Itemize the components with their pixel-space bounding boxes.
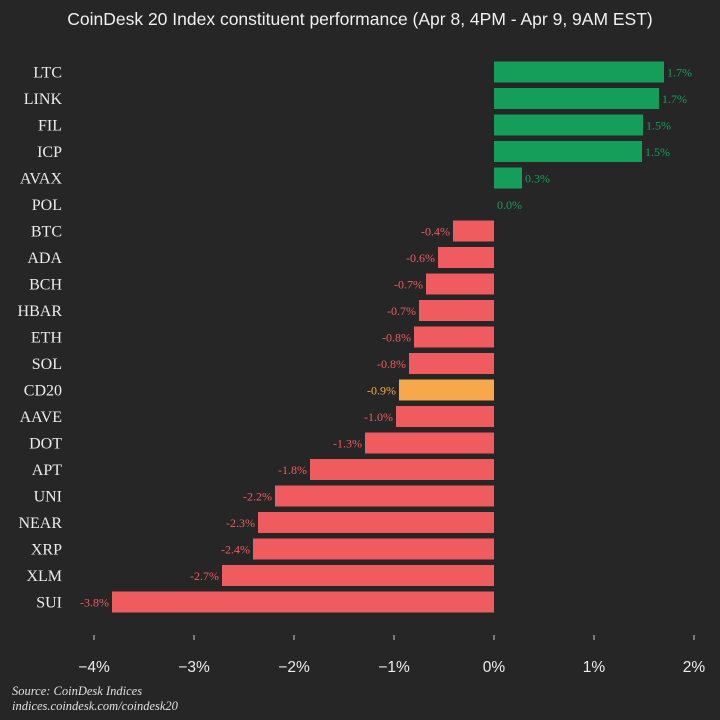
category-label: CD20 — [24, 383, 62, 400]
bar-uni — [275, 485, 494, 507]
value-label: -1.3% — [333, 437, 362, 451]
value-label: 0.3% — [525, 172, 550, 186]
bar-hbar — [419, 300, 494, 321]
x-tick-label: −3% — [178, 659, 210, 676]
value-labels: 1.7% 1.7% 1.5% 1.5% 0.3%0.0% -0.4% -0.6% -0.7% -… — [80, 66, 692, 610]
bar-fil — [494, 114, 643, 136]
x-tick-label: 2% — [683, 659, 706, 676]
bar-ada — [438, 247, 494, 268]
chart-title: CoinDesk 20 Index constituent performanc… — [67, 9, 653, 29]
bar-cd20 — [399, 379, 494, 401]
category-label: NEAR — [18, 515, 62, 532]
bar-xrp — [253, 538, 494, 560]
bar-avax — [494, 167, 522, 189]
bar-icp — [494, 141, 642, 162]
source-note: Source: CoinDesk Indices indices.coindes… — [12, 684, 178, 714]
bar-ltc — [494, 61, 664, 83]
value-label: 1.5% — [645, 145, 670, 159]
bar-dot — [365, 432, 494, 454]
category-label: HBAR — [18, 303, 63, 320]
category-label: POL — [32, 197, 62, 214]
category-label: XLM — [26, 568, 62, 585]
category-label: BTC — [31, 224, 62, 241]
source-label: Source: CoinDesk Indices — [12, 684, 143, 698]
value-label: -0.8% — [377, 357, 406, 371]
category-label: FIL — [38, 118, 62, 135]
value-label: -0.8% — [382, 331, 411, 345]
category-label: UNI — [34, 489, 62, 506]
category-label: LTC — [33, 65, 62, 82]
value-label: -2.2% — [243, 490, 272, 504]
bar-btc — [453, 220, 494, 242]
x-tick-label: −2% — [278, 659, 310, 676]
category-label: ETH — [31, 330, 63, 347]
bar-bch — [426, 273, 494, 295]
category-label: DOT — [29, 436, 62, 453]
value-label: -0.7% — [394, 278, 423, 292]
value-label: 0.0% — [497, 198, 522, 212]
bar-sol — [409, 353, 494, 374]
bar-link — [494, 88, 659, 109]
category-label: APT — [32, 462, 62, 479]
bars-layer — [112, 61, 664, 613]
category-label: ADA — [27, 250, 62, 267]
value-label: 1.7% — [667, 66, 692, 80]
bar-sui — [112, 591, 494, 613]
category-label: SUI — [36, 595, 62, 612]
bar-near — [258, 512, 494, 533]
value-label: -1.0% — [364, 410, 393, 424]
x-axis: −4% −3% −2% −1% 0% 1% 2% — [78, 635, 705, 676]
value-label: -1.8% — [278, 463, 307, 477]
value-label: -2.3% — [226, 516, 255, 530]
value-label: -0.4% — [421, 225, 450, 239]
x-tick-label: 1% — [583, 659, 606, 676]
value-label: -0.6% — [406, 251, 435, 265]
x-tick-label: 0% — [483, 659, 506, 676]
bar-apt — [310, 459, 494, 480]
source-url: indices.coindesk.com/coindesk20 — [12, 699, 178, 713]
value-label: 1.5% — [646, 119, 671, 133]
category-label: ICP — [37, 144, 62, 161]
category-label: LINK — [24, 91, 63, 108]
bar-eth — [414, 326, 494, 348]
x-tick-label: −1% — [378, 659, 410, 676]
value-label: -2.7% — [190, 569, 219, 583]
x-tick-label: −4% — [78, 659, 110, 676]
value-label: -0.7% — [387, 304, 416, 318]
value-label: -3.8% — [80, 596, 109, 610]
category-label: SOL — [32, 356, 62, 373]
category-label: XRP — [31, 542, 62, 559]
bar-xlm — [222, 565, 494, 586]
bar-aave — [396, 406, 494, 427]
value-label: 1.7% — [662, 92, 687, 106]
category-labels: LTC LINK FIL ICP AVAX POL BTC ADA BCH HBAR ETH SOL C… — [18, 65, 63, 612]
category-label: AVAX — [20, 171, 63, 188]
value-label: -2.4% — [221, 543, 250, 557]
category-label: AAVE — [20, 409, 62, 426]
category-label: BCH — [29, 277, 62, 294]
value-label: -0.9% — [367, 384, 396, 398]
